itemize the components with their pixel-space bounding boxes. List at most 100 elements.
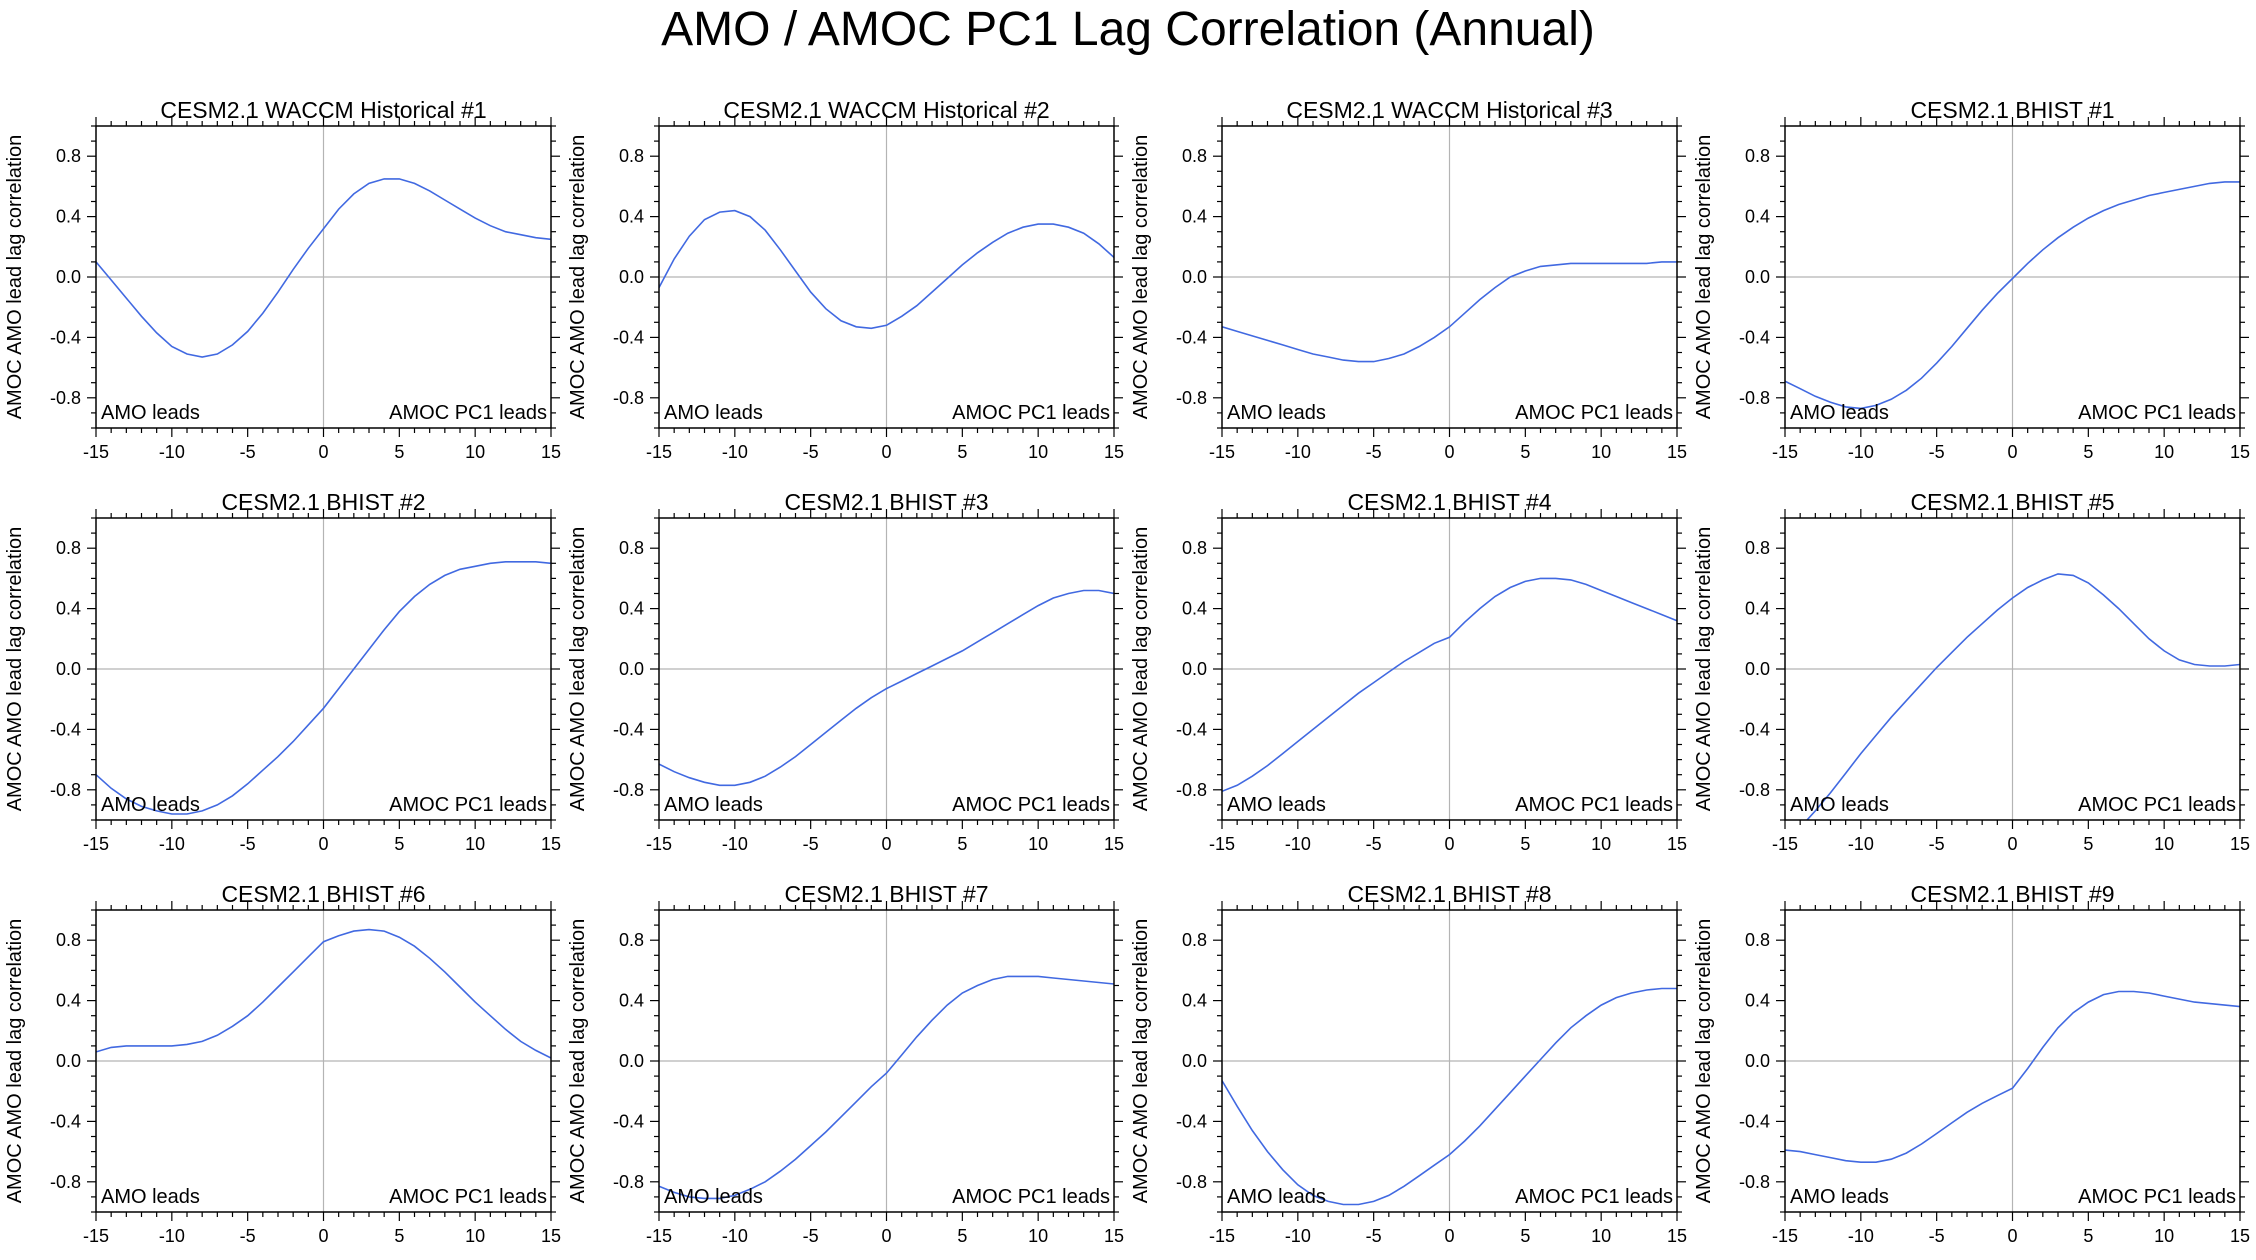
- y-tick-label: -0.8: [1176, 1172, 1207, 1192]
- x-tick-label: 0: [1444, 834, 1454, 854]
- panel-title: CESM2.1 BHIST #1: [1910, 97, 2114, 123]
- x-tick-label: 5: [394, 1226, 404, 1246]
- y-tick-label: 0.0: [1182, 1051, 1207, 1071]
- x-tick-label: -5: [1929, 442, 1945, 462]
- panel-title: CESM2.1 BHIST #6: [221, 881, 425, 907]
- annotation-amo-leads: AMO leads: [101, 1186, 200, 1208]
- y-tick-label: 0.8: [619, 930, 644, 950]
- x-tick-label: 10: [1591, 1226, 1611, 1246]
- x-tick-label: 15: [541, 1226, 561, 1246]
- y-tick-label: 0.0: [619, 267, 644, 287]
- x-tick-label: -10: [722, 442, 748, 462]
- y-tick-label: 0.4: [619, 599, 644, 619]
- chart-panel-10: -15 -10 -5 0 5 10 15 -0.8 -0.4 0.0 0.4 0.8 CESM2.1 B…: [567, 881, 1124, 1246]
- x-tick-label: -10: [1285, 1226, 1311, 1246]
- x-tick-label: 10: [2154, 1226, 2174, 1246]
- y-tick-label: -0.8: [50, 780, 81, 800]
- y-tick-label: 0.8: [1745, 538, 1770, 558]
- chart-panel-2: -15 -10 -5 0 5 10 15 -0.8 -0.4 0.0 0.4 0.8 CESM2.1 W…: [567, 97, 1124, 462]
- x-tick-label: 10: [2154, 442, 2174, 462]
- data-line: [1785, 181, 2240, 410]
- panel-title: CESM2.1 BHIST #2: [221, 489, 425, 515]
- y-tick-label: 0.8: [1745, 930, 1770, 950]
- y-tick-label: 0.0: [56, 267, 81, 287]
- y-axis-label: AMOC AMO lead lag correlation: [1693, 527, 1715, 812]
- x-tick-label: -10: [722, 834, 748, 854]
- annotation-amoc-pc1-leads: AMOC PC1 leads: [389, 794, 547, 816]
- x-tick-label: 15: [1104, 1226, 1124, 1246]
- annotation-amo-leads: AMO leads: [1790, 1186, 1889, 1208]
- y-axis-label: AMOC AMO lead lag correlation: [4, 919, 26, 1204]
- x-tick-label: -10: [1285, 442, 1311, 462]
- y-tick-label: -0.8: [613, 1172, 644, 1192]
- y-tick-label: 0.0: [1745, 659, 1770, 679]
- x-tick-label: 0: [1444, 1226, 1454, 1246]
- annotation-amo-leads: AMO leads: [1790, 794, 1889, 816]
- x-tick-label: -5: [1366, 834, 1382, 854]
- x-tick-label: 10: [1028, 1226, 1048, 1246]
- y-axis-label: AMOC AMO lead lag correlation: [1693, 135, 1715, 420]
- panel-title: CESM2.1 BHIST #4: [1347, 489, 1551, 515]
- y-tick-label: 0.4: [1182, 599, 1207, 619]
- x-tick-label: -10: [1848, 1226, 1874, 1246]
- x-tick-label: 5: [2083, 834, 2093, 854]
- x-tick-label: -5: [240, 442, 256, 462]
- x-tick-label: -10: [159, 442, 185, 462]
- x-tick-label: -10: [722, 1226, 748, 1246]
- x-tick-label: -5: [803, 1226, 819, 1246]
- y-axis-label: AMOC AMO lead lag correlation: [1130, 919, 1152, 1204]
- x-tick-label: 15: [2230, 442, 2250, 462]
- x-tick-label: -15: [646, 834, 672, 854]
- panel-title: CESM2.1 WACCM Historical #1: [160, 97, 486, 123]
- x-tick-label: 15: [541, 442, 561, 462]
- y-tick-label: 0.4: [1745, 991, 1770, 1011]
- x-tick-label: 10: [1591, 834, 1611, 854]
- x-tick-label: 15: [1104, 442, 1124, 462]
- y-tick-label: -0.8: [1739, 1172, 1770, 1192]
- y-axis-label: AMOC AMO lead lag correlation: [4, 527, 26, 812]
- panel-title: CESM2.1 WACCM Historical #2: [723, 97, 1049, 123]
- y-axis-label: AMOC AMO lead lag correlation: [4, 135, 26, 420]
- annotation-amo-leads: AMO leads: [1227, 1186, 1326, 1208]
- y-tick-label: 0.8: [1182, 538, 1207, 558]
- y-tick-label: 0.0: [1182, 267, 1207, 287]
- chart-panel-6: -15 -10 -5 0 5 10 15 -0.8 -0.4 0.0 0.4 0.8 CESM2.1 B…: [567, 489, 1124, 854]
- x-tick-label: 10: [465, 442, 485, 462]
- x-tick-label: -15: [83, 834, 109, 854]
- x-tick-label: 0: [881, 1226, 891, 1246]
- x-tick-label: -5: [240, 834, 256, 854]
- x-tick-label: 5: [1520, 1226, 1530, 1246]
- x-tick-label: 10: [2154, 834, 2174, 854]
- annotation-amoc-pc1-leads: AMOC PC1 leads: [952, 402, 1110, 424]
- y-tick-label: 0.0: [619, 659, 644, 679]
- x-tick-label: -10: [159, 834, 185, 854]
- x-tick-label: 0: [881, 442, 891, 462]
- x-tick-label: -10: [1285, 834, 1311, 854]
- annotation-amo-leads: AMO leads: [664, 402, 763, 424]
- chart-panel-12: -15 -10 -5 0 5 10 15 -0.8 -0.4 0.0 0.4 0.8 CESM2.1 B…: [1693, 881, 2250, 1246]
- y-tick-label: -0.4: [1176, 327, 1207, 347]
- y-tick-label: 0.4: [56, 599, 81, 619]
- x-tick-label: 10: [465, 834, 485, 854]
- y-axis-label: AMOC AMO lead lag correlation: [567, 919, 589, 1204]
- x-tick-label: 5: [1520, 834, 1530, 854]
- y-axis-label: AMOC AMO lead lag correlation: [1130, 135, 1152, 420]
- y-tick-label: 0.8: [619, 538, 644, 558]
- chart-panel-5: -15 -10 -5 0 5 10 15 -0.8 -0.4 0.0 0.4 0.8 CESM2.1 B…: [4, 489, 561, 854]
- y-tick-label: 0.0: [1745, 267, 1770, 287]
- annotation-amoc-pc1-leads: AMOC PC1 leads: [2078, 794, 2236, 816]
- panel-title: CESM2.1 BHIST #3: [784, 489, 988, 515]
- data-line: [1222, 987, 1677, 1206]
- x-tick-label: 10: [1028, 442, 1048, 462]
- y-axis-label: AMOC AMO lead lag correlation: [1693, 919, 1715, 1204]
- x-tick-label: 10: [465, 1226, 485, 1246]
- x-tick-label: 15: [2230, 1226, 2250, 1246]
- y-tick-label: 0.0: [56, 1051, 81, 1071]
- x-tick-label: 0: [881, 834, 891, 854]
- x-tick-label: 15: [1104, 834, 1124, 854]
- chart-panel-11: -15 -10 -5 0 5 10 15 -0.8 -0.4 0.0 0.4 0.8 CESM2.1 B…: [1130, 881, 1687, 1246]
- y-tick-label: 0.4: [619, 207, 644, 227]
- x-tick-label: 0: [2007, 1226, 2017, 1246]
- y-tick-label: 0.0: [619, 1051, 644, 1071]
